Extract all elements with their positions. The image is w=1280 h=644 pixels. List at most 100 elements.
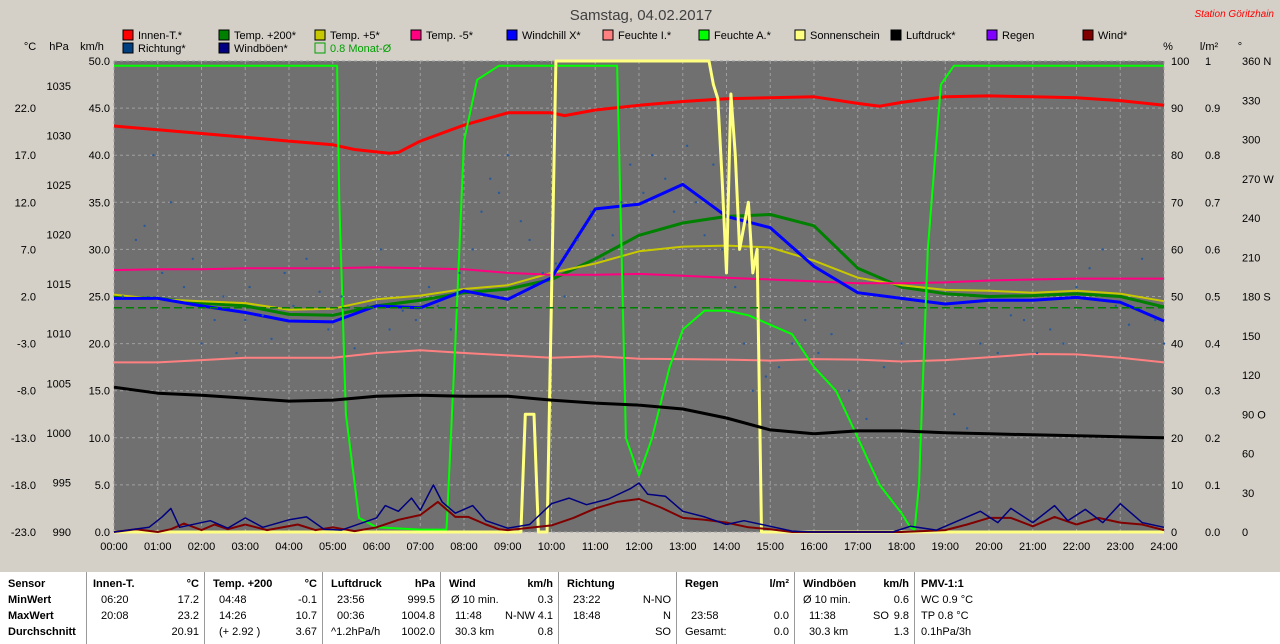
richtung-point [672,210,676,213]
richtung-point [703,234,706,237]
row-label-max: MaxWert [8,610,54,622]
series-line [113,266,1164,285]
innen-title: Innen-T. [93,578,135,590]
x-tick-label: 01:00 [144,541,172,553]
axis-unit-celsius: °C [24,41,36,53]
tick-label-celsius: -8.0 [17,386,36,398]
richtung-point [694,201,698,204]
richtung-min-val: N-NO [642,594,671,606]
legend-swatch [602,29,614,41]
axis-unit-lm2: l/m² [1200,41,1219,53]
legend-swatch [314,29,326,41]
richtung-point [1154,318,1157,322]
richtung-point [620,201,623,204]
series-line [113,94,1165,155]
legend-label: Windböen* [234,43,289,55]
luft-max-val: 1004.8 [401,610,435,622]
richtung-point [152,154,155,157]
richtung-point [519,219,523,223]
richtung-point [497,191,501,195]
richtung-point [1075,285,1078,289]
boeen-max-dir: SO [873,610,889,622]
tick-label-degree: 120 [1242,370,1260,382]
x-tick-label: 15:00 [756,541,784,553]
luft-avg: 1002.0 [401,626,435,638]
richtung-point [764,375,768,378]
x-tick-label: 03:00 [231,541,259,553]
richtung-point [1114,304,1118,308]
x-tick-label: 08:00 [450,541,478,553]
richtung-point [401,309,404,312]
legend-label: Temp. +200* [234,30,297,42]
regen-unit: l/m² [769,578,789,590]
x-tick-label: 00:00 [100,541,128,553]
richtung-point [414,318,418,322]
legend-swatch [410,29,422,41]
temp200-max-time: 14:26 [219,610,247,622]
richtung-point [1140,257,1144,261]
richtung-point [712,163,715,166]
wind-title: Wind [449,578,476,590]
richtung-point [480,210,483,213]
richtung-point [213,318,216,322]
tick-label-percent: 40 [1171,339,1183,351]
pmv-avg: 0.1hPa/3h [921,626,972,638]
wind-min-val: 0.3 [537,594,553,606]
tick-label-celsius: 17.0 [15,150,36,162]
x-tick-label: 20:00 [975,541,1003,553]
legend-label: Feuchte I.* [618,30,672,42]
legend-swatch [506,29,518,41]
richtung-point [900,342,903,345]
stats-panel: Sensor MinWert MaxWert Durchschnitt Inne… [0,572,1280,644]
legend-label: Windchill X* [522,30,581,42]
legend-swatch [890,29,902,41]
boeen-max-val: 9.8 [893,610,909,622]
legend-label: Regen [1002,30,1034,42]
tick-label-hpa: 990 [53,527,71,539]
legend-label: Sonnenschein [810,30,880,42]
tick-label-percent: 30 [1171,386,1183,398]
legend-swatch [794,29,806,41]
series-line [114,59,1164,534]
richtung-point [865,417,868,421]
richtung-point [121,295,124,298]
series-line [113,244,1165,311]
tick-label-kmh: 40.0 [89,150,110,162]
tick-label-kmh: 30.0 [89,244,110,256]
richtung-point [489,177,492,180]
stats-col-regen: Regen l/m² 23:58 0.0 Gesamt: 0.0 [676,572,795,644]
x-tick-label: 11:00 [582,541,609,553]
richtung-point [1088,267,1091,270]
x-tick-label: 04:00 [275,541,303,553]
innen-avg: 20.91 [171,626,199,638]
tick-label-percent: 10 [1171,480,1183,492]
richtung-point [847,389,851,392]
temp200-min-time: 04:48 [219,594,247,606]
richtung-point [471,248,474,251]
richtung-point [248,285,251,289]
x-tick-label: 12:00 [625,541,653,553]
tick-label-degree: 330 [1242,95,1260,107]
richtung-point [965,427,969,430]
temp200-title: Temp. +200 [213,578,273,590]
axis-unit-kmh: km/h [80,41,104,53]
legend-swatch [218,29,230,41]
series-line [114,64,1164,531]
x-tick-label: 21:00 [1019,541,1047,553]
richtung-point [292,304,295,308]
tick-label-kmh: 0.0 [95,527,110,539]
richtung-point [817,351,820,355]
series-line [114,182,1165,324]
richtung-point [611,234,614,237]
tick-label-hpa: 1015 [47,279,71,291]
legend-label: Wind* [1098,30,1128,42]
tick-label-celsius: -3.0 [17,339,36,351]
boeen-max-time: 11:38 [809,610,836,622]
tick-label-lm2: 0.2 [1205,433,1220,445]
x-tick-label: 02:00 [188,541,216,553]
tick-label-degree: 60 [1242,449,1254,461]
tick-label-degree: 270 W [1242,174,1274,186]
richtung-point [1162,342,1166,345]
pmv-min-val: WC 0.9 °C [921,594,974,606]
tick-label-hpa: 1025 [47,180,71,192]
